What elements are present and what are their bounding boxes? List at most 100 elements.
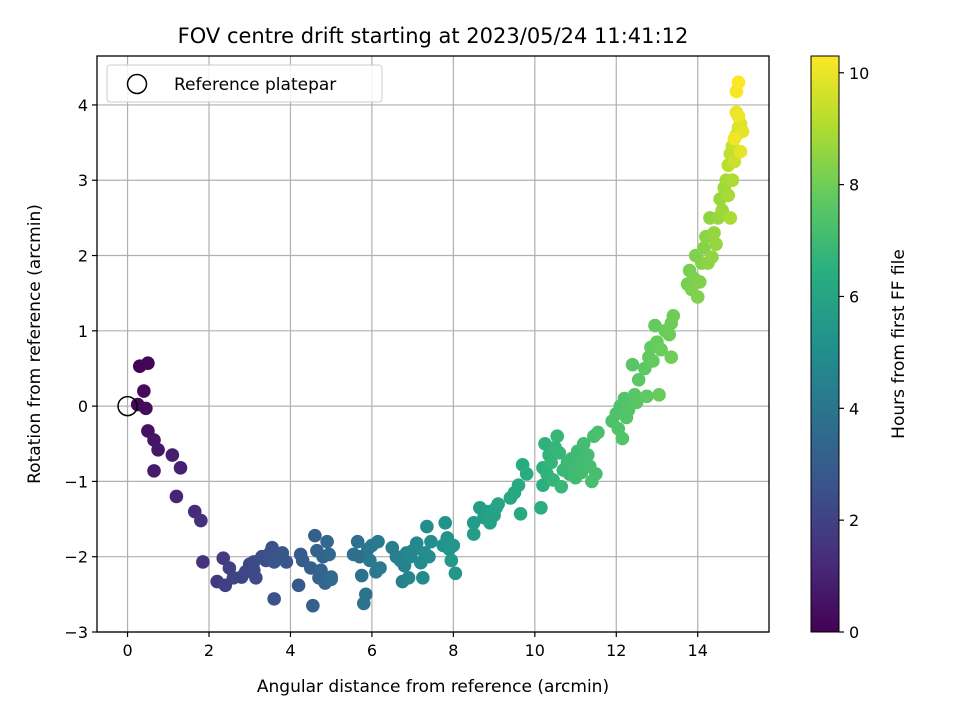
colorbar-gradient [810, 55, 840, 633]
data-point [216, 551, 231, 566]
colorbar-label: Hours from first FF file [889, 249, 909, 439]
data-point [725, 173, 740, 188]
data-point [733, 144, 748, 159]
data-point [544, 455, 558, 470]
data-point [409, 536, 424, 550]
x-tick-label: 12 [606, 641, 626, 660]
data-point [654, 342, 668, 357]
x-tick-label: 10 [525, 641, 545, 660]
y-tick-label: 3 [78, 171, 88, 190]
colorbar-ticks: 0 2 4 6 8 10 [839, 64, 869, 642]
legend-box [106, 64, 383, 103]
data-point [664, 350, 679, 364]
data-point [350, 534, 365, 549]
data-point [444, 553, 459, 568]
chart-title: FOV centre drift starting at 2023/05/24 … [178, 24, 689, 48]
data-point [466, 516, 481, 530]
data-point [359, 587, 373, 602]
colorbar-tick-label: 6 [849, 287, 859, 306]
data-point [631, 372, 646, 387]
data-point [448, 566, 463, 581]
data-point [416, 570, 430, 585]
y-tick-label: 4 [78, 96, 88, 115]
data-point [165, 448, 180, 462]
colorbar-tick-label: 8 [849, 176, 859, 195]
data-point [591, 425, 605, 440]
legend: Reference platepar [106, 64, 383, 103]
data-point [580, 448, 595, 462]
data-point [731, 109, 746, 124]
y-tick-label: −1 [64, 472, 88, 491]
x-tick-label: 6 [367, 641, 377, 660]
data-point [151, 442, 165, 457]
data-point [314, 563, 328, 578]
data-point [304, 561, 318, 575]
data-point [466, 527, 481, 541]
data-point [731, 75, 746, 90]
data-point [137, 384, 151, 398]
data-point [629, 395, 644, 410]
data-point [625, 357, 640, 372]
data-point [550, 429, 565, 444]
data-point [662, 327, 677, 342]
y-axis-label: Rotation from reference (arcmin) [25, 204, 45, 484]
data-point [589, 467, 603, 481]
data-point [705, 250, 719, 264]
data-point [446, 538, 461, 553]
data-point [267, 592, 281, 606]
data-point [291, 578, 306, 593]
data-point [640, 389, 654, 404]
colorbar: 0 2 4 6 8 10 Hours from first FF file [810, 55, 909, 642]
data-point [320, 534, 334, 549]
data-point [666, 308, 681, 323]
x-tick-label: 4 [285, 641, 295, 660]
legend-reference-marker [126, 73, 148, 95]
plot-frame [96, 55, 770, 633]
data-point [511, 478, 526, 492]
data-point [173, 461, 188, 475]
data-point [354, 568, 369, 583]
x-tick-label: 0 [122, 641, 132, 660]
x-tick-label: 14 [688, 641, 708, 660]
y-tick-label: 2 [78, 247, 88, 266]
y-tick-label: 1 [78, 322, 88, 341]
data-point [646, 354, 660, 368]
x-axis-label: Angular distance from reference (arcmin) [257, 677, 609, 697]
data-point [401, 570, 416, 585]
data-point [308, 528, 322, 543]
data-point [373, 561, 387, 575]
colorbar-tick-label: 0 [849, 623, 859, 642]
colorbar-tick-label: 2 [849, 511, 859, 530]
data-point [519, 467, 534, 481]
data-point [554, 479, 569, 494]
y-tick-label: −3 [64, 623, 88, 642]
data-point [196, 555, 210, 569]
data-point [536, 478, 550, 492]
data-point [147, 464, 161, 478]
data-point [371, 534, 385, 549]
reference-platepar-marker [117, 395, 138, 417]
data-point [692, 275, 707, 289]
data-point [576, 436, 591, 451]
data-point [363, 553, 377, 568]
data-point [279, 555, 294, 569]
data-point [324, 572, 338, 587]
data-point [249, 570, 263, 585]
data-point [615, 431, 630, 446]
data-point [648, 318, 662, 333]
data-point [139, 401, 153, 416]
data-point [697, 241, 711, 255]
data-point [422, 549, 436, 564]
data-point [141, 356, 155, 371]
data-point [438, 516, 453, 530]
data-points [130, 75, 750, 613]
colorbar-tick-label: 4 [849, 399, 859, 418]
data-point [306, 598, 320, 613]
data-point [534, 500, 548, 515]
data-point [690, 290, 705, 304]
x-tick-label: 2 [204, 641, 214, 660]
data-point [709, 237, 723, 252]
x-axis-ticks: 0 2 4 6 8 10 12 14 [122, 632, 708, 660]
data-point [513, 506, 528, 521]
data-point [491, 497, 505, 511]
